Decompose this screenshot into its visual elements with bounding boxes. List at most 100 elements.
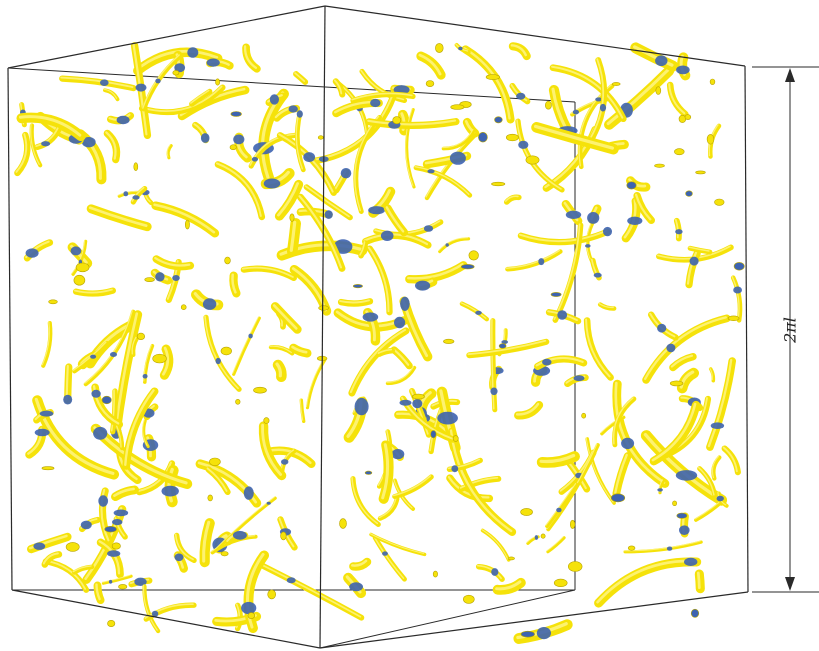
vortex-tube — [287, 218, 301, 257]
vortex-tube — [16, 112, 86, 142]
vortex-blob — [714, 198, 725, 206]
vortex-blob — [727, 315, 740, 321]
vortex-tube — [685, 249, 701, 289]
box-back-edges — [7, 67, 576, 649]
contact-patch — [100, 79, 109, 86]
contact-patch — [90, 354, 97, 359]
vortex-tube — [59, 75, 137, 92]
vortex-tube — [151, 201, 220, 238]
vortex-blob — [676, 512, 688, 519]
vortex-tube — [534, 355, 588, 370]
contact-patch — [107, 550, 121, 557]
vortex-tube — [612, 396, 637, 448]
vortex-tube — [289, 264, 332, 316]
vortex-blob — [430, 430, 437, 439]
vortex-blob — [507, 556, 515, 561]
vortex-tube — [545, 482, 579, 529]
vortex-tube — [416, 51, 446, 80]
vortex-blob — [107, 619, 116, 627]
contact-patch — [445, 243, 449, 247]
contact-patch — [134, 577, 147, 586]
dimension-arrow-up — [785, 68, 795, 82]
contact-patch — [132, 195, 140, 200]
vortex-tube — [205, 466, 231, 496]
vortex-blob — [690, 608, 700, 618]
contact-patch — [423, 225, 434, 232]
contact-patch — [627, 216, 643, 225]
vortex-tube — [438, 237, 471, 254]
vortex-tube — [366, 245, 393, 316]
vortex-blob — [144, 277, 155, 282]
contact-patch — [41, 141, 51, 147]
vortex-tube — [130, 336, 140, 358]
vortex-blob — [610, 493, 626, 503]
vortex-blob — [317, 135, 324, 140]
box-edge-back-top — [7, 67, 576, 103]
contact-patch — [458, 46, 463, 51]
vortex-blob — [425, 80, 435, 87]
vortex-tube — [289, 343, 312, 358]
contact-patch — [501, 340, 509, 344]
vortex-tube — [372, 535, 407, 582]
contact-patch — [362, 312, 379, 322]
vortex-tube — [199, 518, 215, 568]
vortex-blob — [41, 466, 55, 471]
contact-patch — [269, 94, 279, 105]
contact-patch — [603, 226, 612, 237]
contact-patch — [281, 459, 289, 465]
vortex-blob — [73, 274, 86, 286]
vortex-tube — [448, 427, 517, 536]
vortex-blob — [550, 292, 562, 297]
vortex-tube — [130, 186, 148, 205]
vortex-blob — [118, 584, 128, 590]
contact-patch — [449, 151, 466, 165]
contact-patch — [174, 553, 184, 562]
vortex-blob — [230, 111, 242, 117]
vortex-blob — [263, 417, 270, 424]
vortex-blob — [567, 561, 583, 572]
vortex-tube — [676, 367, 699, 394]
vortex-tube — [365, 118, 460, 129]
vortex-blob — [498, 343, 507, 349]
vortex-blob — [491, 181, 506, 187]
vortex-tube — [459, 301, 489, 322]
vortex-blob — [111, 542, 121, 550]
contact-patch — [174, 63, 186, 73]
dimension-indicator — [752, 66, 819, 593]
vortex-blob — [684, 114, 692, 120]
vortex-tube — [214, 496, 277, 552]
vortex-blob — [133, 162, 139, 171]
vortex-tube — [83, 309, 136, 387]
contact-patch — [679, 525, 690, 535]
vortex-blob — [452, 435, 459, 442]
vortex-tube — [350, 91, 416, 104]
vortex-tube — [93, 581, 105, 605]
box-edge-top-right — [324, 5, 746, 67]
vortex-tube — [41, 320, 53, 368]
vortex-tube — [103, 88, 120, 102]
vortex-blob — [443, 338, 455, 344]
contact-patch — [286, 577, 296, 584]
contact-patch — [187, 47, 199, 58]
vortex-blob — [626, 181, 637, 190]
contact-patch — [382, 551, 388, 556]
contact-patch — [243, 486, 254, 500]
contact-patch — [91, 389, 101, 398]
contact-patch — [716, 495, 724, 502]
box-edge-front-vertical — [319, 5, 326, 649]
vortex-blob — [525, 155, 540, 165]
vortex-blob — [318, 305, 329, 311]
contact-patch — [593, 272, 602, 278]
vortex-blob — [695, 170, 706, 175]
vortex-tube — [583, 317, 614, 381]
contact-patch — [25, 248, 39, 258]
contact-patch — [595, 97, 602, 102]
contact-patch — [573, 375, 585, 382]
contact-patch — [296, 110, 303, 118]
vortex-blob — [520, 508, 533, 516]
vortex-tube — [349, 557, 372, 571]
vortex-tube — [362, 231, 432, 249]
box-edge-bottom-right — [319, 591, 749, 649]
vortex-tube — [159, 344, 174, 380]
